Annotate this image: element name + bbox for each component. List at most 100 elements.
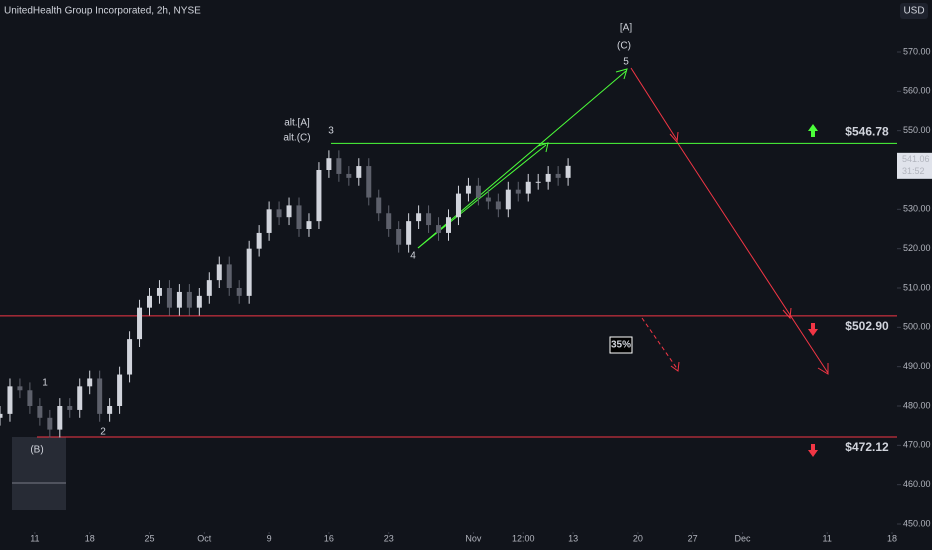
last-price-label: 541.06 [902,154,930,164]
candle-body [426,213,432,226]
candle-body [376,197,382,214]
candle-body [296,205,302,229]
y-tick-label: 460.00 [903,479,931,489]
candle-body [47,417,53,430]
candle-body [226,264,232,288]
y-tick-label: 530.00 [903,204,931,214]
wave-label: 2 [100,427,106,438]
x-tick-label: 12:00 [512,533,535,543]
wave-label: [A] [620,23,632,34]
candle-body [525,181,531,194]
x-tick-label: 18 [887,533,897,543]
y-tick-label: 490.00 [903,361,931,371]
x-tick-label: 20 [633,533,643,543]
x-tick-label: Nov [465,533,482,543]
wave-label: (B) [30,445,43,456]
candle-body [495,201,501,210]
range-box [12,437,66,510]
y-tick-label: 550.00 [903,125,931,135]
probability-label: 35% [611,340,631,351]
y-tick-label: 570.00 [903,46,931,56]
candle-body [127,339,133,375]
y-tick-label: 500.00 [903,322,931,332]
candle-body [186,291,192,308]
candle-body [505,189,511,210]
level-label: $502.90 [845,319,889,333]
candle-body [216,264,222,281]
candle-body [366,166,372,198]
x-tick-label: 9 [267,533,272,543]
wave-label: (C) [617,41,631,52]
x-tick-label: 25 [144,533,154,543]
arrow-head [670,361,680,372]
candle-body [346,173,352,178]
y-tick-label: 560.00 [903,86,931,96]
currency-label: USD [903,6,924,17]
candle-body [286,205,292,218]
candle-body [316,170,322,222]
candle-body [117,374,123,406]
level-label: $546.78 [845,125,889,139]
last-price-tag [897,152,932,179]
candle-body [545,173,551,182]
candle-body [196,295,202,308]
x-tick-label: 11 [823,533,832,543]
candle-body [535,181,541,183]
y-tick-label: 450.00 [903,518,931,528]
wave-label: 5 [623,57,629,68]
drawings [12,67,829,510]
candle-body [436,225,442,233]
x-tick-label: 13 [568,533,578,543]
wave-label: 1 [42,378,48,389]
arrow-head [817,363,829,375]
wave-label: 3 [328,126,334,137]
candle-body [485,197,491,202]
level-label: $472.12 [845,440,889,454]
countdown-label: 31:52 [902,166,925,176]
projection-line [630,67,678,141]
chart-title: UnitedHealth Group Incorporated, 2h, NYS… [4,6,201,17]
probability-box [609,336,633,354]
candle-body [306,221,312,229]
candle-body [87,378,93,387]
candle-body [77,386,83,410]
wave-label: alt.[A] [284,118,310,129]
down-arrow-icon [808,323,818,336]
arrow-head [615,68,628,80]
x-tick-label: 18 [85,533,95,543]
x-tick-label: Oct [197,533,212,543]
candle-body [0,413,3,418]
x-tick-label: 11 [30,533,39,543]
candle-body [57,406,63,430]
y-tick-label: 470.00 [903,440,931,450]
candle-body [515,189,521,194]
candle-body [206,280,212,296]
candle-body [396,229,402,245]
candle-body [27,390,33,406]
candle-body [236,288,242,296]
x-tick-label: Dec [735,533,752,543]
up-arrow-icon [808,124,818,137]
candle-body [147,295,152,308]
candle-body [256,232,262,249]
candle-body [406,221,412,245]
alt-projection-line [641,317,679,371]
candle-body [386,213,392,229]
candle-body [17,386,23,391]
candle-body [446,217,451,233]
projection-line [417,70,627,249]
y-tick-label: 520.00 [903,243,931,253]
x-tick-label: 16 [324,533,334,543]
candle-body [266,209,272,233]
currency-button[interactable] [900,3,928,19]
candle-body [465,185,471,194]
candle-body [326,158,332,170]
candle-body [156,288,162,296]
y-tick-label: 480.00 [903,400,931,410]
candle-body [246,248,252,296]
arrow-head [782,307,792,320]
down-arrow-icon [808,444,818,457]
candle-body [97,378,103,414]
candle-body [67,406,73,410]
